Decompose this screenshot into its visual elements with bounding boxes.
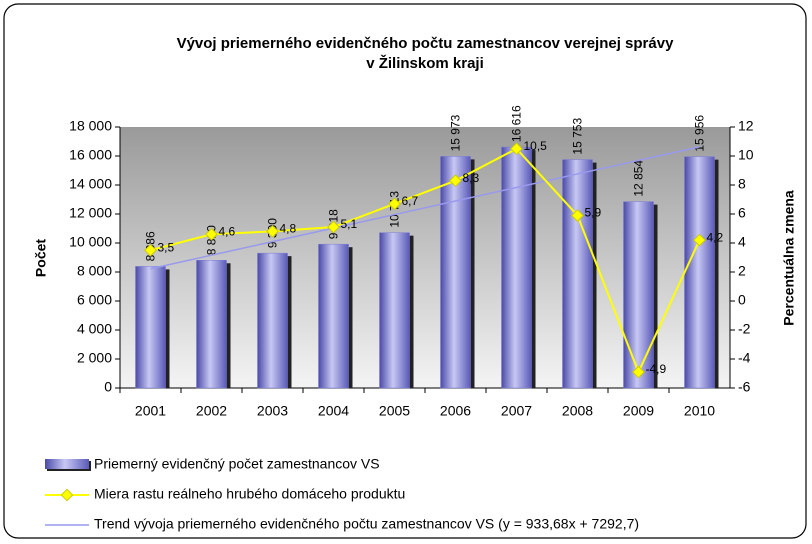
data-label: 6,7 bbox=[402, 194, 419, 208]
marker bbox=[205, 227, 218, 241]
y2-tick-label: -6 bbox=[738, 379, 751, 395]
x-tick-label: 2008 bbox=[562, 403, 593, 419]
y2-axis-title: Percentuálna zmena bbox=[781, 190, 797, 326]
y-axis-title: Počet bbox=[33, 239, 49, 277]
legend-marker bbox=[60, 488, 74, 502]
bar bbox=[684, 156, 715, 389]
y2-tick-label: 6 bbox=[738, 205, 746, 221]
y-tick-label: 12 000 bbox=[69, 205, 112, 221]
legend-swatch bbox=[45, 459, 89, 469]
data-label: 5,9 bbox=[585, 206, 602, 220]
data-label: 8,3 bbox=[463, 171, 480, 185]
marker bbox=[144, 243, 157, 257]
x-tick-label: 2010 bbox=[684, 403, 715, 419]
data-label: 12 854 bbox=[632, 160, 646, 197]
marker bbox=[388, 197, 401, 211]
y-tick-label: 0 bbox=[104, 379, 112, 395]
data-label: 16 616 bbox=[510, 105, 524, 142]
marker bbox=[571, 209, 584, 222]
data-label: 4,2 bbox=[707, 230, 724, 244]
y-tick-label: 16 000 bbox=[69, 147, 112, 163]
data-label: 4,6 bbox=[219, 224, 236, 238]
data-label: 10,5 bbox=[524, 139, 548, 153]
chart-title: v Žilinskom kraji bbox=[366, 54, 484, 72]
x-tick-label: 2006 bbox=[440, 403, 471, 419]
data-label: 15 753 bbox=[571, 118, 585, 155]
bar bbox=[257, 252, 288, 389]
marker bbox=[449, 174, 462, 188]
y2-tick-label: 12 bbox=[738, 118, 754, 134]
marker bbox=[632, 365, 645, 379]
x-tick-label: 2004 bbox=[318, 403, 349, 419]
data-label: 5,1 bbox=[341, 217, 358, 231]
bar bbox=[135, 266, 166, 389]
y-tick-label: 18 000 bbox=[69, 118, 112, 134]
y-tick-label: 2 000 bbox=[77, 350, 112, 366]
x-tick-label: 2007 bbox=[501, 403, 532, 419]
bar bbox=[562, 159, 593, 389]
data-label: 15 973 bbox=[449, 114, 463, 151]
y-tick-label: 8 000 bbox=[77, 263, 112, 279]
legend-label: Trend vývoja priemerného evidenčného poč… bbox=[94, 516, 639, 532]
line bbox=[150, 147, 701, 375]
y2-tick-label: -4 bbox=[738, 350, 751, 366]
y-tick-label: 10 000 bbox=[69, 234, 112, 250]
bar bbox=[379, 232, 410, 389]
marker bbox=[266, 225, 279, 238]
x-tick-label: 2003 bbox=[257, 403, 288, 419]
y2-tick-label: 10 bbox=[738, 147, 754, 163]
bar bbox=[501, 146, 532, 389]
y2-tick-label: 4 bbox=[738, 234, 746, 250]
y2-tick-label: 8 bbox=[738, 176, 746, 192]
x-tick-label: 2009 bbox=[623, 403, 654, 419]
x-tick-label: 2001 bbox=[135, 403, 166, 419]
marker bbox=[693, 233, 706, 247]
data-label: 3,5 bbox=[158, 240, 175, 254]
y2-tick-label: -2 bbox=[738, 321, 751, 337]
y-tick-label: 6 000 bbox=[77, 292, 112, 308]
data-label: -4,9 bbox=[646, 362, 667, 376]
data-label: 4,8 bbox=[280, 222, 297, 236]
bar bbox=[623, 201, 654, 389]
marker bbox=[510, 142, 523, 156]
bar bbox=[196, 260, 227, 389]
bar bbox=[440, 156, 471, 389]
chart-title: Vývoj priemerného evidenčného počtu zame… bbox=[177, 35, 675, 52]
x-tick-label: 2005 bbox=[379, 403, 410, 419]
y2-tick-label: 2 bbox=[738, 263, 746, 279]
data-label: 15 956 bbox=[693, 115, 707, 152]
trend-line bbox=[150, 146, 700, 270]
y-tick-label: 14 000 bbox=[69, 176, 112, 192]
legend-label: Miera rastu reálneho hrubého domáceho pr… bbox=[94, 486, 405, 502]
bar bbox=[318, 243, 349, 389]
marker bbox=[327, 220, 340, 234]
y-tick-label: 4 000 bbox=[77, 321, 112, 337]
x-tick-label: 2002 bbox=[196, 403, 227, 419]
y2-tick-label: 0 bbox=[738, 292, 746, 308]
legend-label: Priemerný evidenčný počet zamestnancov V… bbox=[94, 456, 380, 472]
